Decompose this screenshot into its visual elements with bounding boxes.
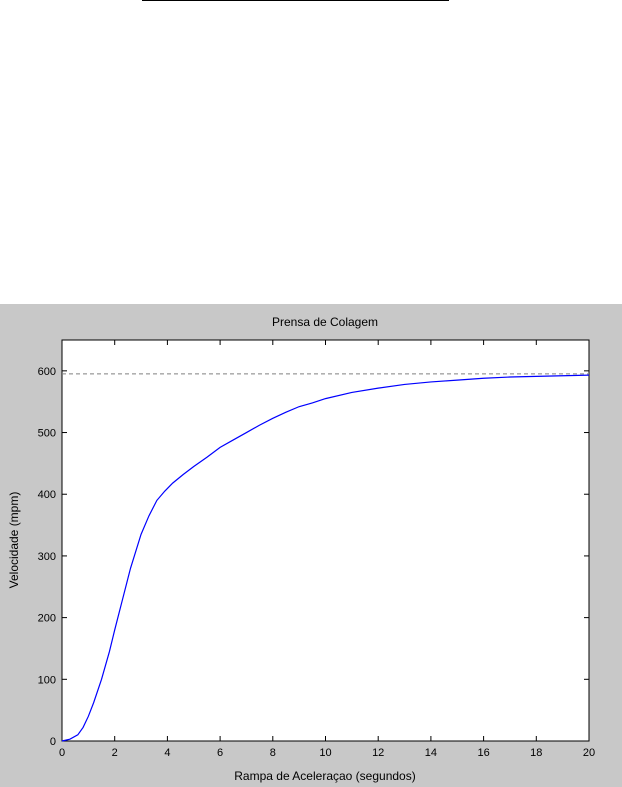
x-tick-label: 0 xyxy=(59,747,65,759)
top-rule-line xyxy=(142,0,449,1)
x-tick-label: 16 xyxy=(477,747,489,759)
y-tick-label: 600 xyxy=(38,366,56,378)
plot-area xyxy=(61,339,590,742)
x-tick-label: 6 xyxy=(217,747,223,759)
y-tick-label: 300 xyxy=(38,551,56,563)
axis-ticks xyxy=(61,340,590,742)
y-tick-labels: 0 100 200 300 400 500 600 xyxy=(38,366,56,748)
y-tick-label: 0 xyxy=(50,736,56,748)
figure-window: Prensa de Colagem 0 2 4 6 8 10 12 14 16 18 20 0 100… xyxy=(0,304,622,787)
x-axis-label: Rampa de Aceleraçao (segundos) xyxy=(234,769,415,783)
chart-title: Prensa de Colagem xyxy=(272,315,378,329)
y-tick-label: 200 xyxy=(38,613,56,625)
x-tick-label: 10 xyxy=(319,747,331,759)
series-line xyxy=(61,374,590,742)
x-tick-label: 4 xyxy=(164,747,170,759)
x-tick-label: 8 xyxy=(270,747,276,759)
x-tick-label: 14 xyxy=(425,747,437,759)
x-tick-label: 12 xyxy=(372,747,384,759)
y-tick-label: 500 xyxy=(38,428,56,440)
y-tick-label: 100 xyxy=(38,674,56,686)
x-tick-labels: 0 2 4 6 8 10 12 14 16 18 20 xyxy=(59,747,595,759)
x-tick-label: 2 xyxy=(112,747,118,759)
y-tick-label: 400 xyxy=(38,489,56,501)
line-chart: Prensa de Colagem 0 2 4 6 8 10 12 14 16 18 20 0 100… xyxy=(7,315,595,783)
y-axis-label: Velocidade (mpm) xyxy=(7,492,21,589)
x-tick-label: 20 xyxy=(583,747,595,759)
x-tick-label: 18 xyxy=(530,747,542,759)
